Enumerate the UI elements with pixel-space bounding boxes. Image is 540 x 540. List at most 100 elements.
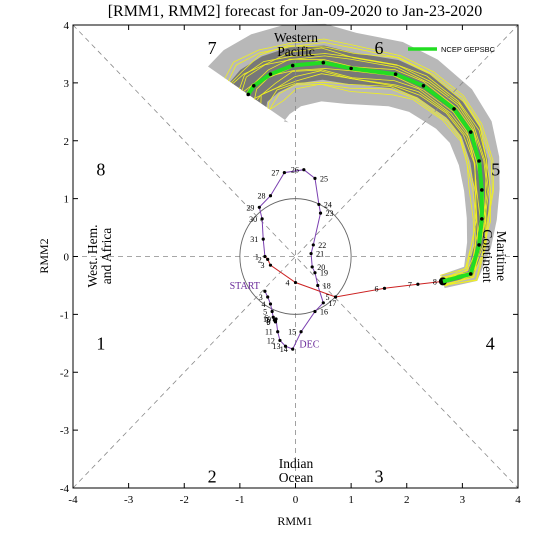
chart-title: [RMM1, RMM2] forecast for Jan-09-2020 to…: [108, 3, 483, 20]
observed-point: [268, 302, 273, 306]
day-label: 18: [323, 281, 331, 290]
legend-label: NCEP GEPSBC: [441, 45, 496, 54]
day-label: 11: [265, 328, 273, 337]
observed-point: [416, 282, 420, 286]
x-tick-label: 1: [348, 494, 354, 506]
day-label: 20: [317, 263, 325, 272]
ensemble-mean-line: [246, 60, 484, 284]
phase-label-8: 8: [96, 160, 105, 180]
region-label-west-hem-2: and Africa: [99, 228, 114, 285]
ensemble-mean-point: [452, 107, 456, 111]
y-tick-label: 3: [64, 78, 70, 90]
x-tick-label: 0: [293, 494, 299, 506]
ensemble-member-line: [228, 42, 493, 286]
observed-point: [333, 295, 338, 299]
observed-point: [282, 170, 286, 175]
observed-point: [311, 243, 315, 247]
x-axis-label: RMM1: [277, 514, 312, 528]
ensemble-spread: [208, 23, 500, 289]
day-label: 9: [266, 318, 270, 327]
start-label: START: [230, 281, 260, 292]
ensemble-mean-point: [468, 272, 473, 276]
day-label: 7: [408, 280, 412, 289]
observed-path-jan: [264, 256, 443, 298]
x-tick-label: -3: [124, 494, 134, 506]
y-tick-label: -2: [60, 367, 69, 379]
day-label: 4: [286, 279, 290, 288]
day-label: 8: [266, 317, 270, 326]
ensemble-mean-point: [477, 243, 481, 247]
observed-point: [266, 257, 270, 261]
observed-point: [313, 271, 317, 275]
y-tick-label: -4: [60, 483, 70, 495]
y-tick-label: -3: [60, 425, 70, 437]
ensemble-mean-point: [349, 66, 353, 71]
observed-point: [309, 252, 313, 256]
ensemble-member-line: [254, 68, 483, 284]
y-tick-label: 0: [64, 252, 70, 264]
ensemble-mean-point: [246, 92, 251, 97]
x-tick-label: 3: [460, 494, 466, 506]
ensemble-mean-point: [251, 83, 256, 88]
observed-point: [293, 280, 298, 285]
ensemble-member-line: [260, 73, 477, 279]
observed-point: [266, 295, 270, 299]
day-label: 17: [328, 299, 336, 308]
y-tick-label: 4: [64, 20, 70, 32]
day-label: 5: [326, 293, 330, 302]
observed-point: [270, 309, 274, 314]
day-label: 24: [324, 200, 332, 209]
observed-point: [268, 194, 273, 198]
observed-point: [291, 347, 295, 351]
day-label: 25: [320, 174, 328, 183]
day-label: 22: [318, 241, 326, 250]
observed-point: [283, 344, 288, 348]
phase-label-4: 4: [486, 333, 495, 353]
region-label-western-pacific-1: Western: [274, 30, 318, 45]
day-label: 7: [265, 316, 269, 325]
day-label: 30: [249, 215, 257, 224]
ensemble-mean-point: [468, 130, 473, 134]
day-label: 27: [271, 169, 279, 178]
observed-point: [278, 338, 282, 343]
y-tick-label: -1: [60, 309, 69, 321]
ensemble-mean: [246, 60, 484, 284]
day-label: 14: [280, 345, 288, 354]
observed-point: [302, 168, 306, 172]
day-label: 13: [272, 342, 280, 351]
phase-label-6: 6: [374, 38, 383, 58]
observed-point: [274, 317, 278, 321]
observed-point: [310, 265, 314, 269]
region-label-maritime-2: Continent: [480, 229, 495, 282]
month-label: DEC: [299, 339, 319, 350]
ensemble-mean-point: [480, 217, 484, 221]
observed-point: [260, 217, 264, 221]
day-label: 2: [258, 255, 262, 264]
y-tick-label: 2: [64, 136, 70, 148]
ensemble-mean-point: [321, 60, 326, 65]
observed-point: [318, 211, 323, 215]
ensemble-mean-point: [421, 83, 426, 88]
phase-label-2: 2: [208, 466, 217, 486]
x-tick-label: -2: [180, 494, 189, 506]
observed-point: [382, 286, 387, 290]
day-label: 3: [259, 293, 263, 302]
region-label-maritime-1: Maritime: [494, 231, 509, 281]
day-label: 29: [246, 203, 254, 212]
day-label: 6: [375, 284, 379, 293]
phase-label-1: 1: [96, 333, 105, 353]
day-label: 12: [267, 336, 275, 345]
observed-point: [276, 330, 280, 334]
x-tick-label: -4: [68, 494, 78, 506]
y-tick-label: 1: [64, 194, 70, 206]
x-tick-label: 2: [404, 494, 410, 506]
phase-label-3: 3: [374, 466, 383, 486]
phase-label-7: 7: [208, 38, 217, 58]
observed-point: [313, 176, 317, 180]
day-label: 10: [263, 315, 271, 324]
region-label-indian-ocean-1: Indian: [279, 456, 314, 471]
region-label-west-hem-1: West. Hem.: [85, 224, 100, 287]
